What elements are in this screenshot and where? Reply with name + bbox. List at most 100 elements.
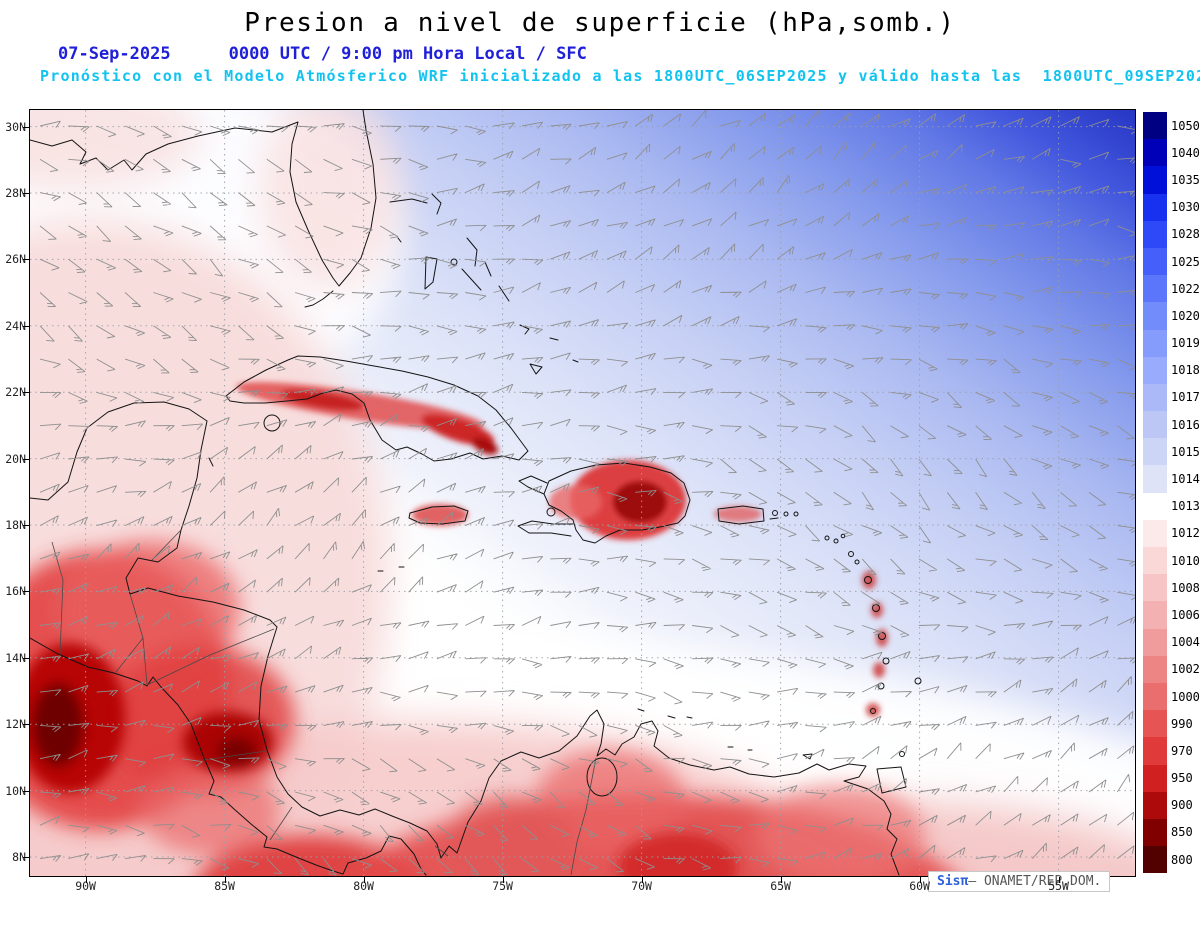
lat-label-16N: 16N [5,584,26,599]
coast-cuba [225,355,529,462]
island-heat-lows [236,382,888,717]
lon-tick [363,877,365,883]
lat-label-26N: 26N [5,252,26,267]
colorbar-row: 800 [1143,846,1200,874]
colorbar-row: 1018 [1143,356,1200,384]
coast-cozumel [208,457,214,467]
lat-tick [23,392,29,394]
colorbar-label: 1020 [1171,308,1200,323]
colorbar-row: 1016 [1143,411,1200,439]
colorbar-row: 1004 [1143,628,1200,656]
colorbar-swatch [1143,818,1167,847]
colorbar-row: 1022 [1143,275,1200,303]
lat-label-24N: 24N [5,318,26,333]
coast-jamaica [408,505,469,525]
date-text: 07-Sep-2025 [58,44,171,64]
lat-label-8N: 8N [12,850,26,864]
colorbar-label: 1002 [1171,662,1200,677]
coast-hispaniola [543,462,691,544]
lat-label-30N: 30N [5,119,26,134]
colorbar-label: 1025 [1171,254,1200,269]
colorbar-label: 1000 [1171,689,1200,704]
lon-tick [919,877,921,883]
colorbar-row: 1000 [1143,682,1200,711]
colorbar-label: 1016 [1171,417,1200,432]
colorbar-label: 1028 [1171,227,1200,242]
lon-label-75W: 75W [492,879,513,893]
coast-margarita [802,753,813,760]
colorbar-label: 1014 [1171,472,1200,487]
colorbar: 1050 1040 1035 1030 1028 1025 1022 1020 1019 1018… [1143,112,1200,874]
lon-label-80W: 80W [353,879,374,893]
lon-label-60W: 60W [909,879,930,893]
colorbar-label: 1017 [1171,390,1200,405]
lat-label-18N: 18N [5,518,26,532]
page-title: Presion a nivel de superficie (hPa,somb.… [244,8,956,38]
colorbar-row: 1040 [1143,139,1200,167]
map-canvas [29,109,1136,877]
colorbar-row: 1025 [1143,247,1200,276]
colorbar-swatch [1143,791,1167,819]
colorbar-label: 1004 [1171,635,1200,650]
lat-label-28N: 28N [5,186,26,200]
coast-puerto-rico [717,505,779,525]
lat-tick [23,857,29,858]
colorbar-row: 1002 [1143,655,1200,683]
lon-tick [780,877,782,883]
colorbar-swatch [1143,438,1167,466]
colorbar-row: 850 [1143,818,1200,847]
colorbar-swatch [1143,628,1167,656]
colorbar-swatch [1143,710,1167,738]
colorbar-row: 1006 [1143,601,1200,629]
colorbar-row: 1035 [1143,166,1200,194]
lon-tick [224,877,226,883]
colorbar-label: 1006 [1171,607,1200,622]
coast-yucatan-centralamerica-southamerica [30,401,900,876]
colorbar-row: 1015 [1143,438,1200,466]
coast-us-gulf-florida [30,110,377,287]
colorbar-label: 1022 [1171,281,1200,296]
colorbar-row: 1012 [1143,519,1200,547]
colorbar-row: 1013 [1143,492,1200,520]
lon-tick [502,877,504,883]
coast-caymans [377,566,405,572]
colorbar-row: 970 [1143,737,1200,765]
forecast-line: Pronóstico con el Modelo Atmósferico WRF… [40,67,1200,85]
pressure-map-svg [30,110,1135,876]
lat-tick [23,193,29,194]
lat-tick [23,657,29,659]
colorbar-label: 970 [1171,743,1193,758]
time-text: 0000 UTC / 9:00 pm Hora Local / SFC [228,44,587,64]
colorbar-swatch [1143,601,1167,629]
colorbar-swatch [1143,846,1167,874]
colorbar-label: 1015 [1171,444,1200,459]
lat-tick [23,458,29,460]
colorbar-swatch [1143,275,1167,303]
wind-barbs [39,110,1135,876]
colorbar-swatch [1143,465,1167,493]
lat-tick [23,325,29,327]
colorbar-swatch [1143,356,1167,384]
colorbar-label: 1010 [1171,553,1200,568]
colorbar-label: 1013 [1171,499,1200,514]
colorbar-row: 900 [1143,791,1200,819]
colorbar-label: 850 [1171,825,1193,840]
colorbar-label: 800 [1171,852,1193,867]
colorbar-label: 1035 [1171,172,1200,187]
colorbar-label: 1030 [1171,200,1200,215]
lon-tick [1058,877,1060,883]
lon-label-55W: 55W [1048,879,1069,893]
country-borders [51,529,597,876]
coast-haiti-south-peninsula [517,520,574,537]
colorbar-row: 1020 [1143,302,1200,330]
colorbar-label: 990 [1171,716,1193,731]
datetime-line: 07-Sep-2025 0000 UTC / 9:00 pm Hora Local… [58,44,587,64]
colorbar-swatch [1143,737,1167,765]
lon-label-70W: 70W [631,879,652,893]
colorbar-row: 990 [1143,710,1200,738]
coast-gonave [546,507,556,517]
colorbar-label: 1019 [1171,336,1200,351]
colorbar-swatch [1143,547,1167,575]
coast-bahamas [389,193,579,375]
coast-abc-islands [637,708,753,751]
